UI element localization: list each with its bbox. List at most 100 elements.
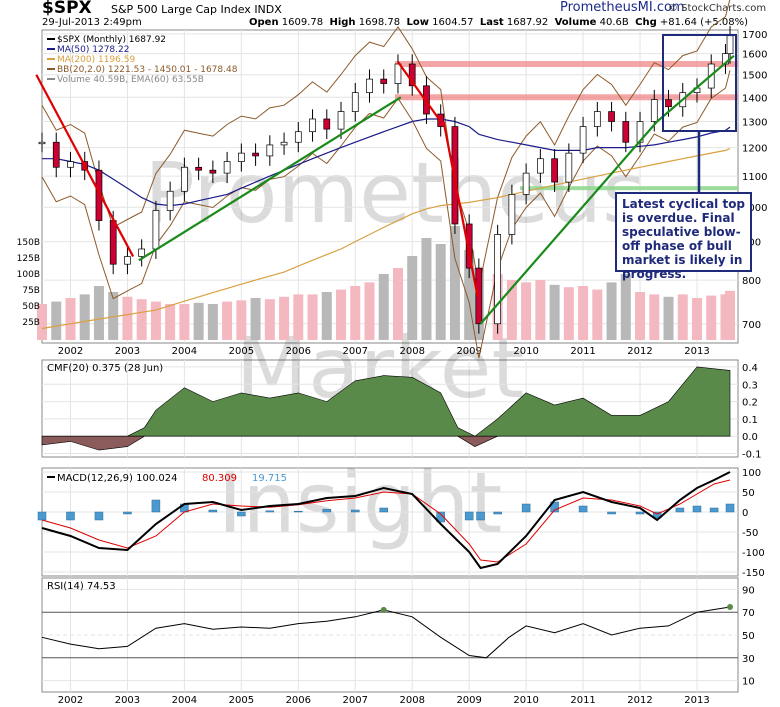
x-tick-label-top: 2012 [627,346,652,357]
uptrend-line [138,96,402,262]
volume-bar [279,296,290,340]
price-candle [309,118,316,133]
cmf-tick-label: -0.1 [742,450,762,461]
volume-bar [264,299,275,340]
price-candle [565,152,573,183]
rsi-tick-label: 10 [742,677,755,688]
macd-tick-label: 0 [742,508,748,519]
volume-bar [336,289,347,340]
volume-bar [378,274,389,340]
volume-bar [65,298,76,340]
macd-line [41,471,731,570]
price-candle [266,144,274,157]
volume-bar [578,286,589,340]
symbol: $SPX [42,0,92,18]
volume-bar [535,280,546,340]
macd-histogram-bar [294,510,303,513]
volume-tick-label: 25B [22,318,40,328]
price-candle [38,141,46,145]
price-tick-label: 700 [742,320,761,331]
macd-histogram-bar [692,505,702,513]
price-candle [465,223,473,269]
chg-value: +81.64 (+5.08%) [659,17,749,28]
volume-bar [421,238,432,340]
source-credit[interactable]: © StockCharts.com [668,3,767,14]
macd-histogram-bar [493,511,502,515]
macd-histogram-bar [208,509,218,513]
volume-bar [236,300,247,340]
volume-bar [207,304,218,340]
price-candle [579,126,587,154]
macd-histogram-bar [675,507,685,513]
price-candle [166,190,174,211]
price-candle [237,152,245,162]
price-tick-label: 1400 [742,93,767,104]
macd-tick-label: -100 [742,548,765,559]
price-candle [408,63,416,87]
price-candle [323,118,331,130]
volume-bar [663,296,674,340]
downtrend-line [397,61,442,123]
site-name[interactable]: PrometheusMI.com [560,0,685,15]
volume-bar [677,294,688,340]
price-candle [223,161,231,174]
quote-bar: Open 1609.78 High 1698.78 Low 1604.57 La… [249,17,748,28]
open-value: 1609.78 [281,17,324,28]
price-tick-label: 1600 [742,50,767,61]
watermark-text: Prometheus [144,144,646,242]
last-label: Last [479,17,504,28]
x-tick-label-bottom: 2010 [513,695,538,706]
x-tick-label-top: 2010 [513,346,538,357]
price-candle [337,111,345,130]
price-candle [537,158,544,174]
ma200-line [41,147,731,330]
x-tick-label-bottom: 2011 [570,695,595,706]
price-candle [366,78,373,93]
macd-histogram-bar [550,501,559,513]
macd-tick-label: 100 [742,468,761,479]
x-tick-label-bottom: 2009 [456,695,481,706]
volume-bar [435,244,446,340]
rsi-overbought-marker [727,604,734,611]
price-candle [665,99,672,108]
price-candle [67,161,74,168]
x-tick-label-top: 2002 [58,346,83,357]
macd-histogram-bar [578,505,588,513]
price-candle [608,111,615,122]
volume-bar [506,280,517,340]
x-tick-label-top: 2005 [229,346,254,357]
x-tick-label-top: 2009 [456,346,481,357]
macd-histogram-bar [237,511,246,517]
downtrend-line [35,74,135,258]
last-value: 1687.92 [506,17,549,28]
volume-bar [79,294,90,340]
cmf-title: CMF(20) 0.375 (28 Jun) [47,363,163,374]
macd-histogram-bar [521,503,531,513]
macd-histogram-bar [66,511,75,521]
volume-tick-label: 125B [17,254,40,264]
cmf-negative-area [41,435,731,451]
volume-bar [464,250,475,340]
cmf-tick-label: 0.0 [742,432,758,443]
volume-bar [122,296,133,340]
macd-histogram-bar [123,511,132,515]
macd-histogram-bar [635,511,645,515]
x-tick-label-top: 2008 [399,346,424,357]
price-tick-label: 1700 [742,30,767,41]
macd-title: MACD(12,26,9) 100.024 [57,473,177,484]
macd-histogram-bar [265,510,275,513]
volume-bar [563,287,574,340]
rsi-title: RSI(14) 74.53 [47,581,116,592]
high-value: 1698.78 [358,17,401,28]
uptrend-line [656,54,735,123]
volume-value: 40.6B [599,17,629,28]
legend-label: BB(20,2.0) 1221.53 - 1450.01 - 1678.48 [57,65,238,75]
rsi-line [41,606,731,659]
price-candle [294,131,302,143]
volume-bar [635,292,646,340]
volume-tick-label: 75B [22,286,40,296]
price-candle [195,166,202,171]
legend-label: $SPX (Monthly) 1687.92 [57,35,166,45]
x-tick-label-bottom: 2007 [343,695,368,706]
